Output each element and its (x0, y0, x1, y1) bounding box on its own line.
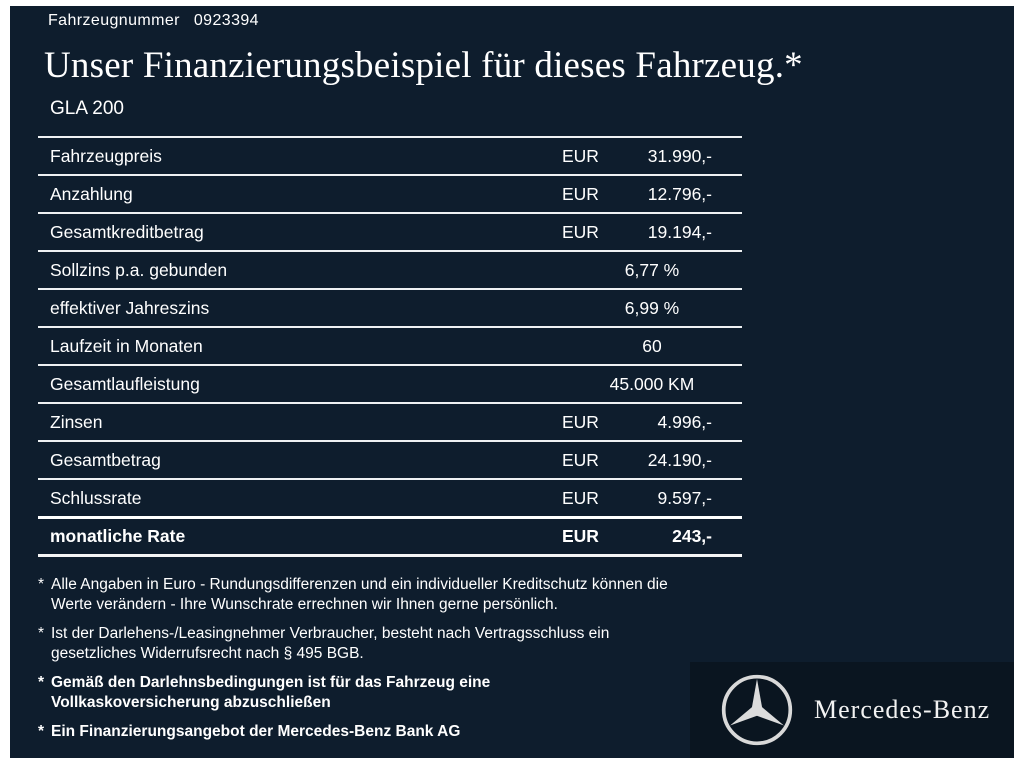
row-label: Gesamtbetrag (50, 449, 161, 470)
value-number: 31.990,- (647, 145, 712, 166)
row-label: Gesamtkreditbetrag (50, 221, 204, 242)
page-title: Unser Finanzierungsbeispiel für dieses F… (44, 45, 803, 86)
row-label: Laufzeit in Monaten (50, 335, 203, 356)
table-row: Zinsen EUR 4.996,- (38, 402, 742, 440)
row-value: EUR 9.597,- (562, 488, 712, 509)
value-number: 6,77 % (624, 259, 680, 280)
currency-label: EUR (562, 449, 599, 470)
footnote: * Ist der Darlehens-/Leasingnehmer Verbra… (38, 624, 1014, 664)
value-number: 9.597,- (657, 487, 712, 508)
row-value: 45.000 KM (562, 374, 742, 395)
currency-label: EUR (562, 221, 599, 242)
row-label: Gesamtlaufleistung (50, 373, 200, 394)
row-value: EUR 12.796,- (562, 184, 712, 205)
row-value: EUR 243,- (562, 526, 712, 547)
table-row: Laufzeit in Monaten 60 (38, 326, 742, 364)
footnote: * Alle Angaben in Euro - Rundungsdifferen… (38, 575, 1014, 615)
row-value: 6,77 % (562, 260, 742, 281)
value-number: 6,99 % (624, 297, 680, 318)
vehicle-number-value: 0923394 (193, 12, 259, 29)
value-number: 45.000 KM (609, 373, 695, 394)
brand-area: Mercedes-Benz (690, 662, 1014, 758)
row-label: Schlussrate (50, 487, 142, 508)
row-value: EUR 19.194,- (562, 222, 712, 243)
footnote-marker: * (38, 723, 45, 740)
table-row: Schlussrate EUR 9.597,- (38, 478, 742, 516)
finance-table: Fahrzeugpreis EUR 31.990,- Anzahlung EUR 12.7… (38, 136, 742, 557)
table-row: Anzahlung EUR 12.796,- (38, 174, 742, 212)
table-row: Gesamtkreditbetrag EUR 19.194,- (38, 212, 742, 250)
row-label: Anzahlung (50, 183, 133, 204)
finance-sheet: Fahrzeugnummer 0923394 Unser Finanzierung… (10, 6, 1014, 758)
value-number: 19.194,- (647, 221, 712, 242)
row-label: monatliche Rate (50, 526, 186, 546)
footnote-text: Gemäß den Darlehnsbedingungen ist für da… (51, 673, 490, 713)
row-value: EUR 4.996,- (562, 412, 712, 433)
footnotes: * Alle Angaben in Euro - Rundungsdifferen… (38, 575, 1014, 742)
footnote-line: Gemäß den Darlehnsbedingungen ist für da… (51, 674, 491, 691)
table-row: Gesamtbetrag EUR 24.190,- (38, 440, 742, 478)
footnote-marker: * (38, 576, 45, 593)
value-number: 24.190,- (647, 449, 712, 470)
currency-label: EUR (562, 526, 599, 546)
row-value: 6,99 % (562, 298, 742, 319)
footnote-text: Alle Angaben in Euro - Rundungsdifferenz… (51, 575, 668, 615)
value-number: 4.996,- (657, 411, 712, 432)
vehicle-number-label: Fahrzeugnummer (48, 12, 180, 29)
currency-label: EUR (562, 145, 599, 166)
footnote-text: Ein Finanzierungsangebot der Mercedes-Be… (51, 722, 460, 742)
row-label: effektiver Jahreszins (50, 297, 210, 318)
footnote-line: gesetzliches Widerrufsrecht nach § 495 B… (51, 645, 364, 662)
mercedes-benz-logo-icon (721, 674, 793, 746)
footnote: * Gemäß den Darlehnsbedingungen ist für d… (38, 673, 1014, 713)
table-row: Sollzins p.a. gebunden 6,77 % (38, 250, 742, 288)
footnote-line: Werte verändern - Ihre Wunschrate errech… (51, 596, 558, 613)
vehicle-number: Fahrzeugnummer 0923394 (48, 12, 1014, 30)
row-label: Zinsen (50, 411, 103, 432)
footnote-line: Ein Finanzierungsangebot der Mercedes-Be… (51, 723, 461, 740)
footnote-line: Ist der Darlehens-/Leasingnehmer Verbrau… (51, 625, 610, 642)
row-label: Sollzins p.a. gebunden (50, 259, 228, 280)
row-value: EUR 31.990,- (562, 146, 712, 167)
brand-name: Mercedes-Benz (814, 695, 991, 724)
value-number: 12.796,- (647, 183, 712, 204)
footnote-marker: * (38, 625, 45, 642)
footnote: * Ein Finanzierungsangebot der Mercedes-B… (38, 722, 1014, 742)
footnote-line: Vollkaskoversicherung abzuschließen (51, 694, 331, 711)
table-row: Fahrzeugpreis EUR 31.990,- (38, 136, 742, 174)
vehicle-model: GLA 200 (50, 98, 124, 119)
row-label: Fahrzeugpreis (50, 145, 162, 166)
table-row: effektiver Jahreszins 6,99 % (38, 288, 742, 326)
currency-label: EUR (562, 411, 599, 432)
value-number: 243,- (672, 526, 712, 546)
footnote-line: Alle Angaben in Euro - Rundungsdifferenz… (51, 576, 668, 593)
row-value: 60 (562, 336, 742, 357)
row-value: EUR 24.190,- (562, 450, 712, 471)
footnote-marker: * (38, 674, 45, 691)
footnote-text: Ist der Darlehens-/Leasingnehmer Verbrau… (51, 624, 609, 664)
currency-label: EUR (562, 487, 599, 508)
currency-label: EUR (562, 183, 599, 204)
value-number: 60 (642, 335, 662, 356)
table-row: Gesamtlaufleistung 45.000 KM (38, 364, 742, 402)
table-row: monatliche Rate EUR 243,- (38, 516, 742, 554)
